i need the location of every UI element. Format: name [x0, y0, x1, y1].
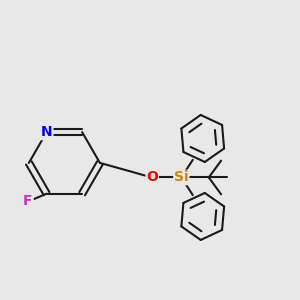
- Text: Si: Si: [174, 170, 189, 184]
- Text: O: O: [146, 170, 158, 184]
- Text: F: F: [23, 194, 33, 208]
- Text: N: N: [41, 125, 52, 139]
